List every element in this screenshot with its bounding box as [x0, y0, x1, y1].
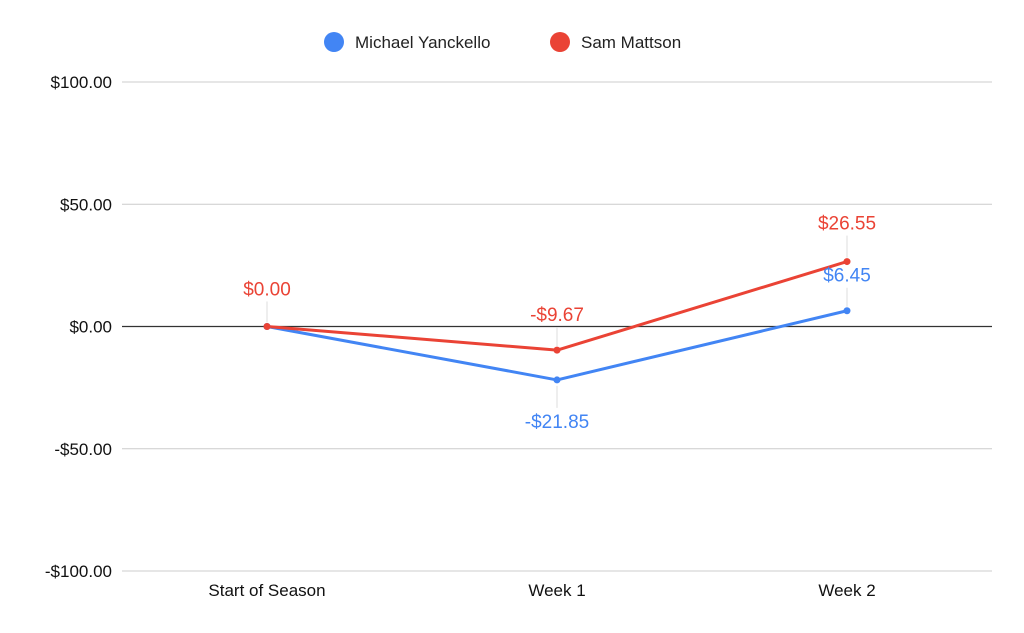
data-labels: -$21.85 $6.45 $0.00 -$9.67 $26.55: [243, 214, 876, 433]
x-tick-label: Week 2: [818, 581, 875, 600]
data-label: -$9.67: [530, 305, 584, 326]
legend-label: Sam Mattson: [581, 33, 681, 52]
data-label: -$21.85: [525, 412, 589, 433]
data-point: [263, 323, 271, 330]
legend-swatch: [550, 32, 570, 52]
legend-swatch: [324, 32, 344, 52]
data-point: [843, 307, 851, 315]
legend-label: Michael Yanckello: [355, 33, 490, 52]
y-tick-label: -$100.00: [45, 562, 112, 581]
series-points: [263, 258, 851, 384]
grid-lines: [122, 81, 992, 572]
x-tick-label: Start of Season: [208, 581, 325, 600]
y-tick-label: -$50.00: [54, 440, 112, 459]
y-axis-labels: $100.00 $50.00 $0.00 -$50.00 -$100.00: [45, 73, 112, 581]
data-point: [843, 258, 851, 266]
x-tick-label: Week 1: [528, 581, 585, 600]
data-label: $6.45: [823, 266, 871, 287]
y-tick-label: $50.00: [60, 195, 112, 214]
y-tick-label: $0.00: [69, 318, 112, 337]
y-tick-label: $100.00: [51, 73, 112, 92]
chart-legend: Michael Yanckello Sam Mattson: [324, 32, 681, 52]
data-label: $26.55: [818, 214, 876, 235]
data-point: [553, 346, 561, 354]
data-point: [553, 376, 561, 384]
data-label: $0.00: [243, 280, 291, 301]
x-axis-labels: Start of Season Week 1 Week 2: [208, 581, 875, 600]
label-leader-lines: [266, 235, 848, 408]
